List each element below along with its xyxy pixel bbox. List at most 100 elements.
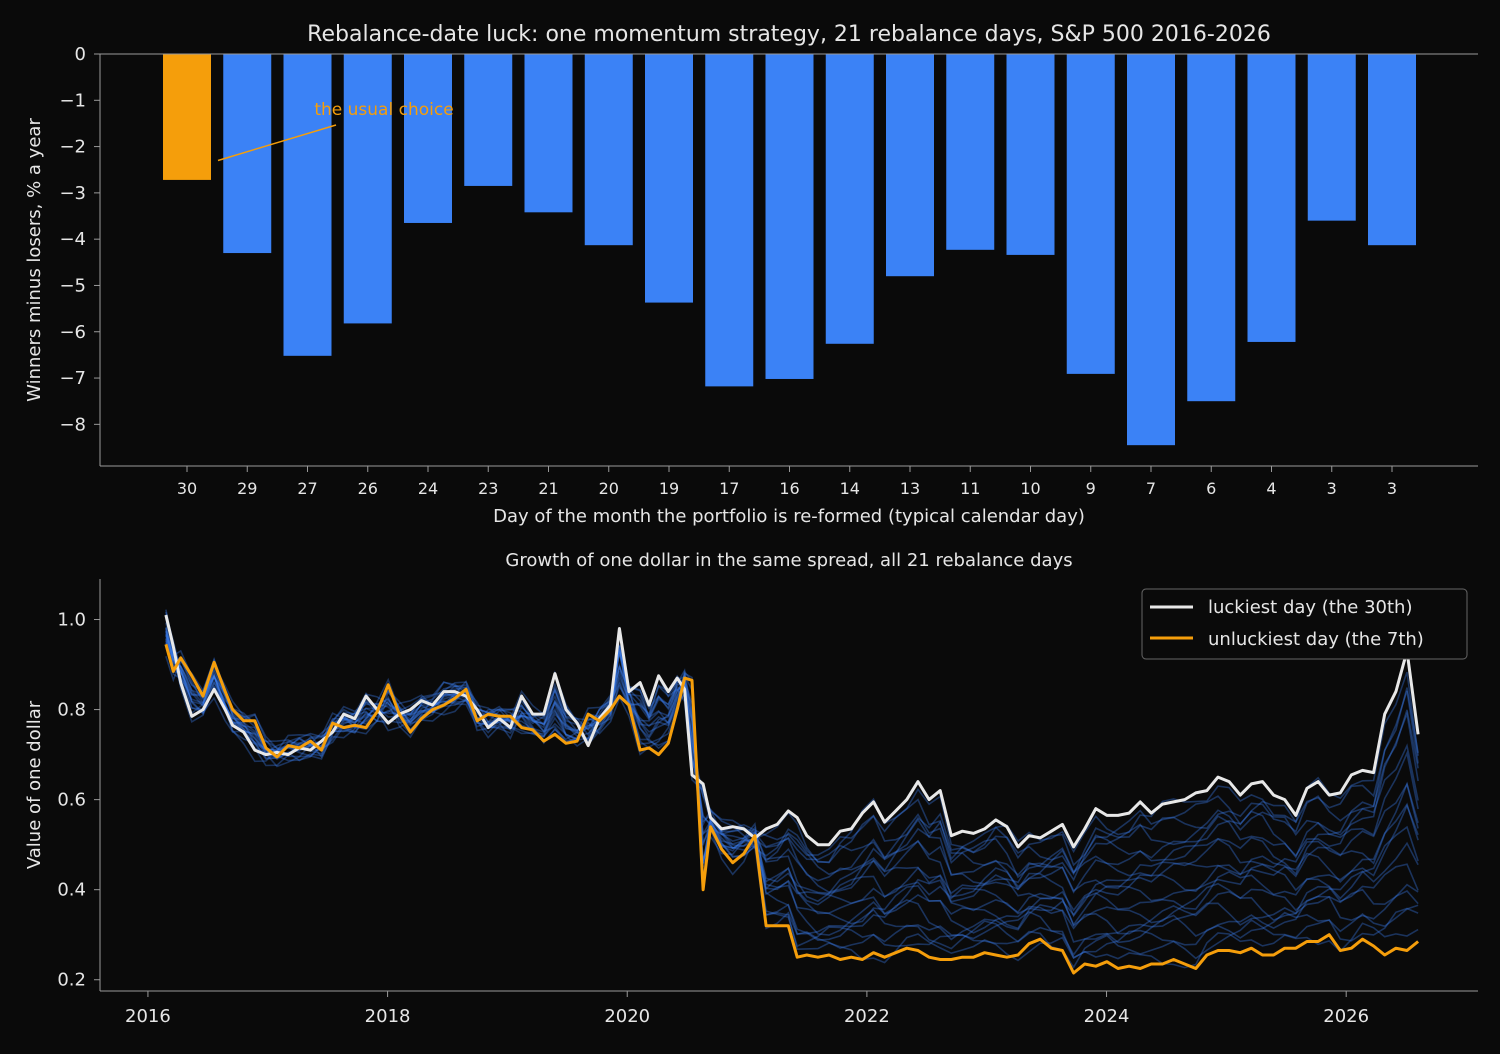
line-chart-y-axis: 0.2 0.4 0.6 0.8 1.0 (57, 610, 100, 991)
bar-chart-x-tick-label: 29 (237, 479, 257, 498)
bar-chart-x-tick-label: 13 (900, 479, 920, 498)
bar-chart-y-tick-label: −6 (59, 322, 86, 343)
bar (1006, 54, 1055, 255)
bar (825, 54, 874, 344)
bar-chart-ylabel: Winners minus losers, % a year (24, 118, 45, 402)
bar-chart-y-tick-label: 0 (75, 44, 86, 65)
bar-chart-xlabel: Day of the month the portfolio is re-for… (493, 506, 1085, 527)
bar-chart-y-tick-label: −8 (59, 414, 86, 435)
line-chart-title: Growth of one dollar in the same spread,… (505, 550, 1072, 571)
bar-chart-x-tick-label: 10 (1020, 479, 1040, 498)
bar (223, 54, 272, 254)
usual-choice-annotation: the usual choice (217, 100, 454, 162)
bar (464, 54, 513, 186)
bar (1307, 54, 1356, 221)
bar (1187, 54, 1236, 402)
line-chart-x-tick-label: 2024 (1084, 1006, 1130, 1027)
bar-chart-y-tick-label: −7 (59, 368, 86, 389)
bar-chart-y-tick-label: −4 (59, 229, 86, 250)
bar-chart-x-tick-label: 11 (960, 479, 980, 498)
bar-chart-title: Rebalance-date luck: one momentum strate… (307, 22, 1271, 47)
legend-label-unluckiest: unluckiest day (the 7th) (1208, 629, 1424, 650)
bar (1247, 54, 1296, 342)
bar (343, 54, 392, 324)
line-chart: Growth of one dollar in the same spread,… (24, 550, 1478, 1027)
bar-chart-x-tick-label: 20 (599, 479, 619, 498)
rebalance-day-line (165, 629, 1419, 879)
rebalance-day-line (165, 642, 1419, 959)
luckiest-day-line (164, 614, 1420, 849)
rebalance-day-line (165, 638, 1419, 969)
bar-chart-x-tick-label: 30 (177, 479, 197, 498)
line-chart-x-tick-label: 2018 (365, 1006, 411, 1027)
bar-chart-x-tick-label: 4 (1266, 479, 1276, 498)
bar-chart-x-tick-label: 14 (840, 479, 860, 498)
line-chart-y-tick-label: 0.8 (57, 700, 86, 721)
bar-chart-x-tick-label: 16 (779, 479, 799, 498)
legend-label-luckiest: luckiest day (the 30th) (1208, 597, 1412, 618)
line-chart-ylabel: Value of one dollar (24, 700, 45, 869)
annotation-arrow (217, 124, 337, 162)
bar-chart-y-tick-label: −2 (59, 137, 86, 158)
line-chart-x-tick-label: 2026 (1323, 1006, 1369, 1027)
rebalance-day-line (165, 622, 1419, 882)
bar (584, 54, 633, 246)
line-chart-y-tick-label: 0.2 (57, 970, 86, 991)
line-chart-x-axis: 2016 2018 2020 2022 2024 2026 (125, 991, 1369, 1027)
bar-chart-x-axis: 30 29 27 26 24 23 21 20 19 17 16 14 13 11 10 9 7 6 4 3 3 (177, 466, 1397, 498)
unluckiest-day-line (164, 643, 1420, 975)
rebalance-day-line (165, 635, 1419, 891)
bar (765, 54, 814, 379)
bar-chart-x-tick-label: 27 (297, 479, 317, 498)
rebalance-day-line (165, 615, 1419, 918)
bar-chart-x-tick-label: 3 (1387, 479, 1397, 498)
bar-chart-y-tick-label: −1 (59, 90, 86, 111)
bar (1368, 54, 1416, 246)
rebalance-day-line (165, 614, 1419, 867)
bar-chart-x-tick-label: 23 (478, 479, 498, 498)
rebalance-day-line (165, 634, 1419, 943)
rebalance-day-line (165, 640, 1419, 917)
bar (524, 54, 573, 213)
line-chart-x-tick-label: 2016 (125, 1006, 171, 1027)
bar-chart-x-tick-label: 24 (418, 479, 438, 498)
bar-chart-x-tick-label: 3 (1327, 479, 1337, 498)
bar (1066, 54, 1115, 374)
line-chart-y-tick-label: 1.0 (57, 610, 86, 631)
rebalance-day-line (165, 627, 1419, 903)
bar-chart-x-tick-label: 26 (358, 479, 378, 498)
annotation-label: the usual choice (314, 100, 453, 120)
rebalance-day-line (165, 633, 1419, 936)
rebalance-day-line (165, 627, 1419, 957)
bar-chart-x-tick-label: 9 (1086, 479, 1096, 498)
bar-chart: Rebalance-date luck: one momentum strate… (24, 22, 1478, 527)
bar-chart-x-tick-label: 21 (538, 479, 558, 498)
bar (886, 54, 934, 277)
rebalance-day-line (165, 631, 1419, 912)
highlighted-series (164, 614, 1420, 975)
bar (946, 54, 995, 250)
bar-highlighted (163, 54, 211, 180)
line-chart-y-tick-label: 0.6 (57, 790, 86, 811)
legend-box (1141, 588, 1468, 660)
bar-chart-x-tick-label: 19 (659, 479, 679, 498)
bar (404, 54, 452, 223)
bar-chart-bars (163, 54, 1416, 446)
legend: luckiest day (the 30th) unluckiest day (… (1141, 588, 1468, 660)
bar (283, 54, 332, 356)
rebalance-day-line (165, 630, 1419, 927)
bar-chart-y-tick-label: −3 (59, 183, 86, 204)
bar (705, 54, 754, 387)
rebalance-day-line (165, 638, 1419, 930)
bar (1127, 54, 1175, 446)
bar-chart-x-tick-label: 7 (1146, 479, 1156, 498)
bar-chart-x-tick-label: 6 (1206, 479, 1216, 498)
line-chart-y-tick-label: 0.4 (57, 880, 86, 901)
bar-chart-y-tick-label: −5 (59, 275, 86, 296)
line-chart-x-tick-label: 2020 (604, 1006, 650, 1027)
bar-chart-x-tick-label: 17 (719, 479, 739, 498)
bar-chart-y-axis: 0 −1 −2 −3 −4 −5 −6 −7 −8 (59, 44, 100, 435)
line-chart-x-tick-label: 2022 (844, 1006, 890, 1027)
